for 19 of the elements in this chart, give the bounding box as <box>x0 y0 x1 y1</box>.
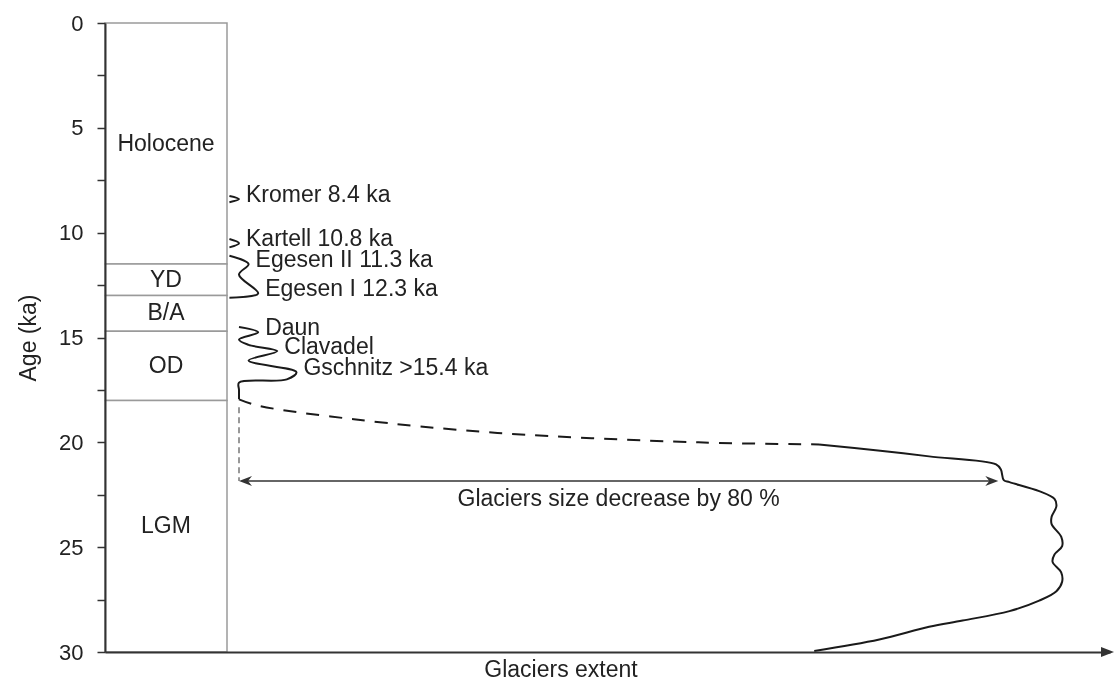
y-tick-label: 30 <box>59 639 84 665</box>
y-tick-label: 10 <box>59 220 84 246</box>
y-tick-label: 25 <box>59 534 84 560</box>
band-label: OD <box>148 351 184 378</box>
annotation: Gschnitz >15.4 ka <box>303 354 489 381</box>
y-tick-label: 15 <box>59 325 84 350</box>
y-axis-title: Age (ka) <box>15 294 42 382</box>
band-label: YD <box>150 265 182 292</box>
band-label: LGM <box>141 512 191 539</box>
annotation: Egesen II 11.3 ka <box>255 246 434 273</box>
x-axis-title: Glaciers extent <box>484 655 639 682</box>
annotation: Glaciers size decrease by 80 % <box>457 485 780 511</box>
y-tick-label: 20 <box>59 429 84 455</box>
annotation: Kromer 8.4 ka <box>246 181 391 208</box>
annotation: Egesen I 12.3 ka <box>265 275 438 302</box>
y-tick-label: 0 <box>71 10 84 36</box>
band-label: B/A <box>147 299 186 326</box>
y-tick-label: 5 <box>71 115 84 141</box>
band-label: Holocene <box>117 129 215 156</box>
